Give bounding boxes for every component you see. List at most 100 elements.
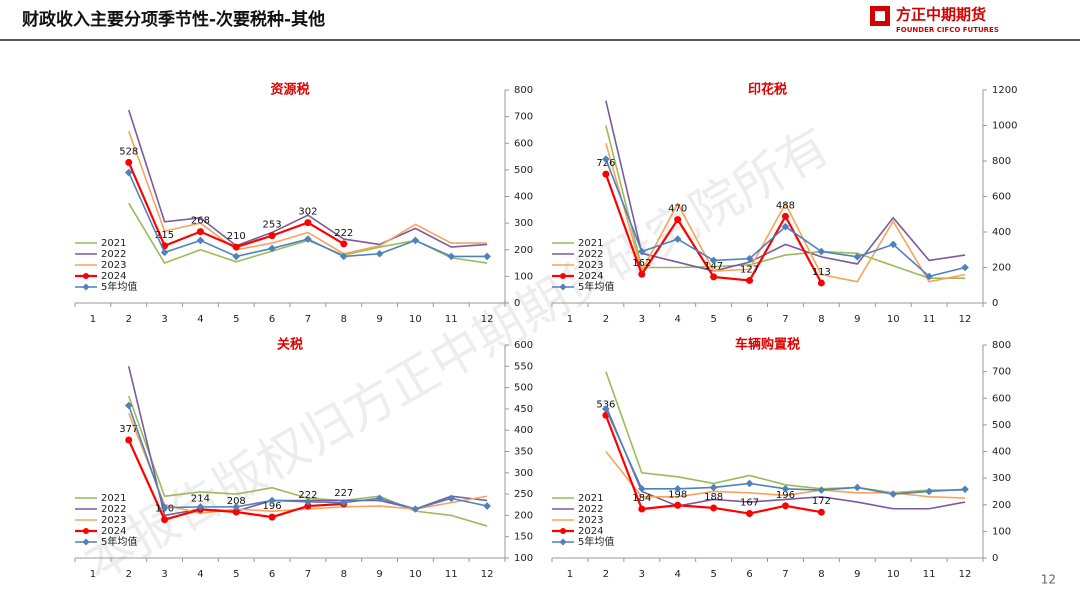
- point: [674, 501, 682, 509]
- point: [268, 496, 276, 505]
- x-tick-label: 5: [710, 569, 716, 580]
- legend-label: 2024: [101, 526, 126, 537]
- logo-icon-inner: [875, 11, 885, 21]
- point: [817, 486, 826, 494]
- legend-label: 2022: [578, 249, 603, 260]
- data-label: 253: [263, 220, 282, 231]
- point: [160, 503, 169, 512]
- legend-label: 2021: [101, 493, 126, 504]
- data-label: 208: [227, 496, 246, 507]
- x-tick-label: 4: [675, 314, 681, 325]
- legend-label: 2023: [101, 260, 126, 271]
- legend-label: 5年均值: [578, 535, 614, 548]
- y-tick-label: 100: [514, 553, 533, 564]
- point: [709, 256, 718, 265]
- legend-marker: [559, 283, 567, 291]
- x-tick-label: 3: [639, 569, 645, 580]
- point: [925, 272, 933, 281]
- x-tick-label: 10: [887, 314, 900, 325]
- x-tick-label: 3: [161, 314, 167, 325]
- point: [602, 155, 610, 164]
- point: [447, 252, 456, 261]
- data-label: 536: [596, 399, 615, 410]
- y-tick-label: 1000: [992, 121, 1017, 132]
- point: [483, 252, 491, 261]
- chart: 关税1 2 3 4 5 6 7 8 9 10 11 1210015020025030035040045…: [74, 337, 533, 580]
- legend-label: 2023: [101, 515, 126, 526]
- legend-label: 2024: [101, 271, 126, 282]
- data-label: 210: [227, 231, 246, 242]
- x-tick-label: 11: [923, 314, 936, 325]
- point: [961, 485, 969, 494]
- x-tick-label: 7: [305, 314, 311, 325]
- series-line: [127, 109, 488, 248]
- x-tick-label: 1: [90, 569, 96, 580]
- y-tick-label: 1200: [992, 85, 1017, 96]
- point: [781, 212, 789, 220]
- page-number: 12: [1041, 573, 1056, 587]
- point: [375, 494, 384, 503]
- x-tick-label: 2: [603, 314, 609, 325]
- watermark: 本报告版权归方正中期期货研究院所有: [74, 117, 839, 592]
- point: [637, 247, 646, 256]
- x-tick-label: 12: [959, 314, 972, 325]
- data-label: 214: [191, 493, 210, 504]
- x-tick-label: 8: [341, 569, 347, 580]
- y-tick-label: 350: [514, 447, 533, 458]
- point: [268, 232, 276, 240]
- point: [161, 516, 169, 524]
- x-tick-label: 3: [161, 569, 167, 580]
- data-label: 222: [298, 490, 317, 501]
- data-label: 377: [119, 424, 138, 435]
- point: [746, 276, 754, 284]
- series-line: [605, 451, 966, 499]
- x-tick-label: 7: [782, 569, 788, 580]
- series-line: [605, 125, 966, 279]
- x-tick-label: 9: [854, 314, 860, 325]
- y-tick-label: 800: [514, 85, 533, 96]
- y-tick-label: 300: [514, 468, 533, 479]
- legend-label: 5年均值: [101, 280, 137, 293]
- y-tick-label: 600: [514, 138, 533, 149]
- y-tick-label: 200: [992, 263, 1011, 274]
- point: [196, 503, 205, 511]
- legend-marker: [83, 273, 89, 279]
- point: [817, 279, 825, 287]
- point: [638, 270, 646, 278]
- x-tick-label: 6: [269, 569, 275, 580]
- x-tick-label: 2: [603, 569, 609, 580]
- x-tick-label: 2: [126, 569, 132, 580]
- point: [781, 502, 789, 510]
- x-tick-label: 6: [746, 569, 752, 580]
- data-label: 127: [740, 264, 759, 275]
- point: [304, 235, 312, 243]
- data-label: 184: [632, 493, 651, 504]
- x-tick-label: 1: [567, 314, 573, 325]
- data-label: 488: [776, 200, 795, 211]
- point: [817, 508, 825, 516]
- x-tick-label: 11: [923, 569, 936, 580]
- y-tick-label: 0: [992, 298, 998, 309]
- y-tick-label: 150: [514, 532, 533, 543]
- point: [746, 510, 754, 518]
- chart-title: 车辆购置税: [735, 337, 800, 353]
- chart-title: 资源税: [270, 82, 309, 98]
- point: [339, 498, 348, 507]
- y-tick-label: 0: [514, 298, 520, 309]
- x-tick-label: 9: [376, 314, 382, 325]
- x-tick-label: 8: [818, 569, 824, 580]
- data-label: 113: [812, 267, 831, 278]
- x-tick-label: 10: [887, 569, 900, 580]
- x-tick-label: 12: [959, 569, 972, 580]
- legend-label: 5年均值: [101, 535, 137, 548]
- x-tick-label: 8: [341, 314, 347, 325]
- data-label: 172: [812, 496, 831, 507]
- data-label: 198: [668, 489, 687, 500]
- point: [817, 247, 826, 256]
- x-tick-label: 9: [854, 569, 860, 580]
- x-tick-label: 11: [445, 314, 458, 325]
- data-label: 196: [776, 490, 795, 501]
- point: [304, 219, 312, 227]
